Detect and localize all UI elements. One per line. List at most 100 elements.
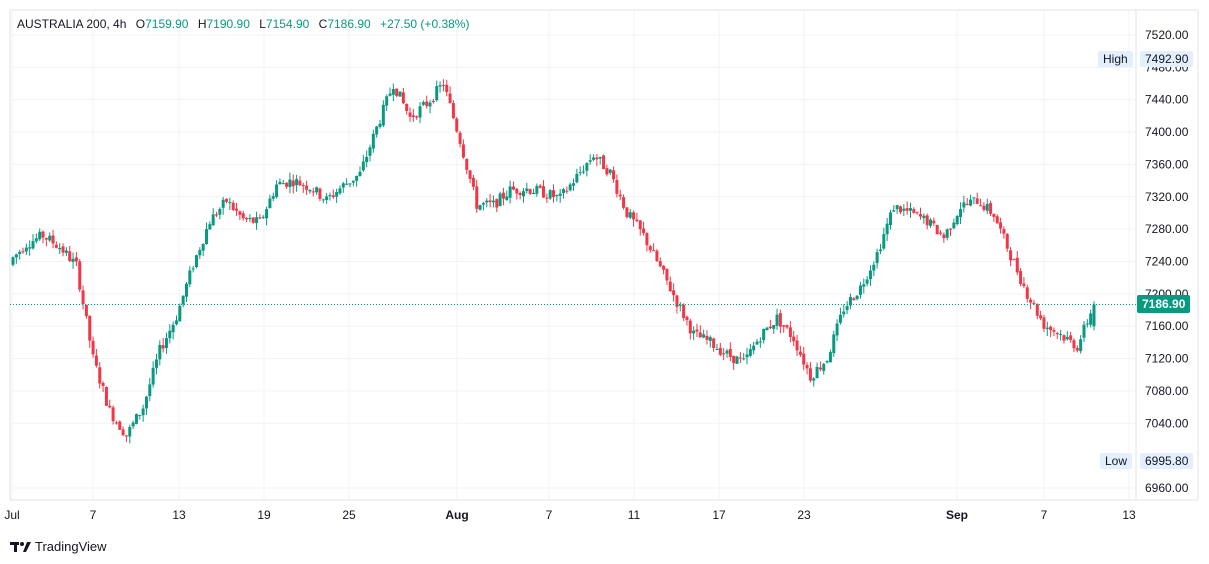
candle-body: [98, 367, 102, 384]
close-value: 7186.90: [327, 17, 371, 31]
candle-body: [104, 387, 108, 406]
candle-body: [375, 126, 379, 135]
candle-body: [688, 320, 692, 334]
candle-body: [955, 216, 959, 225]
candle-body: [441, 85, 445, 87]
candle-body: [328, 195, 332, 197]
candles: [11, 79, 1096, 444]
candle-body: [1012, 259, 1016, 261]
candle-body: [415, 116, 419, 118]
candle-body: [722, 353, 726, 355]
candle-body: [568, 184, 572, 191]
symbol-label[interactable]: AUSTRALIA 200, 4h: [17, 17, 127, 31]
candle-body: [305, 185, 309, 190]
tradingview-logo-icon: [10, 540, 32, 554]
price-tick-label: 7520.00: [1145, 28, 1189, 42]
candle-body: [465, 158, 469, 170]
candle-body: [685, 316, 689, 321]
candle-body: [602, 155, 606, 170]
candle-body: [632, 212, 636, 220]
candle-body: [972, 197, 976, 199]
candle-body: [71, 258, 75, 262]
candle-body: [748, 349, 752, 356]
candle-body: [118, 421, 122, 430]
time-axis[interactable]: Jul 7 13 19 25 Aug 7 11 17 23 Sep 7 13: [4, 508, 1136, 522]
candle-body: [1032, 302, 1036, 304]
candle-body: [171, 324, 175, 333]
candle-body: [1069, 335, 1073, 340]
candle-body: [418, 106, 422, 118]
candle-body: [645, 233, 649, 246]
candle-body: [44, 238, 48, 240]
candle-body: [341, 183, 345, 188]
candle-body: [518, 192, 522, 195]
candle-body: [845, 306, 849, 311]
candle-body: [658, 261, 662, 267]
candle-body: [318, 188, 322, 199]
candle-body: [862, 284, 866, 287]
candle-body: [178, 305, 182, 322]
candle-body: [788, 327, 792, 337]
candle-body: [848, 297, 852, 306]
candle-body: [148, 384, 152, 397]
candle-body: [835, 323, 839, 336]
candle-body: [301, 184, 305, 186]
high-value: 7190.90: [206, 17, 250, 31]
price-tick-label: 7400.00: [1145, 125, 1189, 139]
candle-body: [58, 247, 62, 250]
candle-body: [68, 251, 72, 262]
candle-body: [288, 179, 292, 187]
candle-body: [265, 209, 269, 219]
candle-body: [425, 101, 429, 107]
candle-body: [652, 250, 656, 252]
candle-body: [388, 93, 392, 96]
candle-body: [622, 197, 626, 208]
candle-body: [158, 344, 162, 360]
candle-body: [989, 203, 993, 214]
candle-body: [195, 255, 199, 268]
candle-body: [401, 92, 405, 104]
close-label: C: [318, 17, 328, 31]
candle-body: [235, 208, 239, 211]
candle-body: [678, 304, 682, 306]
candle-body: [451, 103, 455, 119]
candle-body: [435, 86, 439, 101]
candle-body: [585, 163, 589, 171]
candle-body: [261, 216, 265, 218]
candle-body: [562, 189, 566, 193]
candle-body: [114, 422, 118, 424]
candle-body: [258, 217, 262, 219]
candle-body: [205, 229, 209, 245]
candle-body: [41, 231, 45, 238]
candle-body: [151, 367, 155, 385]
candle-body: [932, 220, 936, 224]
candle-body: [134, 414, 138, 424]
price-tick-label: 7040.00: [1145, 416, 1189, 430]
price-axis[interactable]: 7520.007480.007440.007400.007360.007320.…: [1145, 28, 1189, 495]
candle-body: [1072, 340, 1076, 349]
candle-body: [471, 177, 475, 187]
tradingview-brand[interactable]: TradingView: [10, 539, 107, 554]
candle-body: [1049, 326, 1053, 331]
candle-body: [245, 218, 249, 220]
candle-body: [712, 338, 716, 348]
candle-body: [535, 186, 539, 194]
candle-body: [758, 341, 762, 343]
candle-body: [188, 270, 192, 285]
candle-body: [705, 335, 709, 340]
candle-body: [822, 363, 826, 371]
change-value: +27.50 (+0.38%): [380, 17, 470, 31]
candle-body: [541, 186, 545, 198]
candle-body: [868, 270, 872, 280]
candle-body: [128, 427, 132, 437]
candle-body: [348, 183, 352, 185]
candle-body: [498, 193, 502, 207]
candle-body: [24, 247, 28, 252]
candle-body: [942, 234, 946, 239]
candle-body: [1009, 250, 1013, 261]
candle-body: [855, 295, 859, 299]
last-price-tag: 7186.90: [1137, 295, 1191, 314]
candle-body: [365, 156, 369, 163]
candle-body: [54, 244, 58, 248]
